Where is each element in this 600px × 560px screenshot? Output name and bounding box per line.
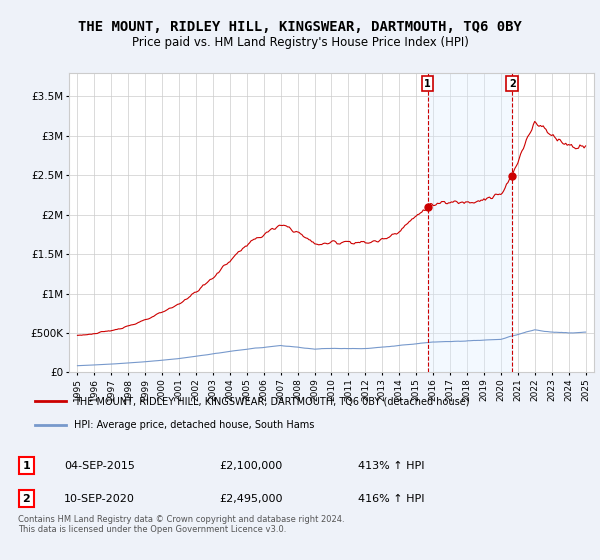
Text: 416% ↑ HPI: 416% ↑ HPI bbox=[358, 494, 424, 504]
Text: Contains HM Land Registry data © Crown copyright and database right 2024.
This d: Contains HM Land Registry data © Crown c… bbox=[18, 515, 344, 534]
Text: 1: 1 bbox=[23, 460, 30, 470]
Text: £2,100,000: £2,100,000 bbox=[220, 460, 283, 470]
Text: 413% ↑ HPI: 413% ↑ HPI bbox=[358, 460, 424, 470]
Text: 2: 2 bbox=[23, 494, 30, 504]
Text: THE MOUNT, RIDLEY HILL, KINGSWEAR, DARTMOUTH, TQ6 0BY (detached house): THE MOUNT, RIDLEY HILL, KINGSWEAR, DARTM… bbox=[74, 396, 470, 407]
Text: 10-SEP-2020: 10-SEP-2020 bbox=[64, 494, 135, 504]
Bar bbox=[428, 73, 512, 372]
Text: HPI: Average price, detached house, South Hams: HPI: Average price, detached house, Sout… bbox=[74, 419, 314, 430]
Text: £2,495,000: £2,495,000 bbox=[220, 494, 283, 504]
Text: 2: 2 bbox=[509, 79, 515, 89]
Text: THE MOUNT, RIDLEY HILL, KINGSWEAR, DARTMOUTH, TQ6 0BY: THE MOUNT, RIDLEY HILL, KINGSWEAR, DARTM… bbox=[78, 20, 522, 34]
Text: Price paid vs. HM Land Registry's House Price Index (HPI): Price paid vs. HM Land Registry's House … bbox=[131, 36, 469, 49]
Text: 1: 1 bbox=[424, 79, 431, 89]
Text: 04-SEP-2015: 04-SEP-2015 bbox=[64, 460, 135, 470]
